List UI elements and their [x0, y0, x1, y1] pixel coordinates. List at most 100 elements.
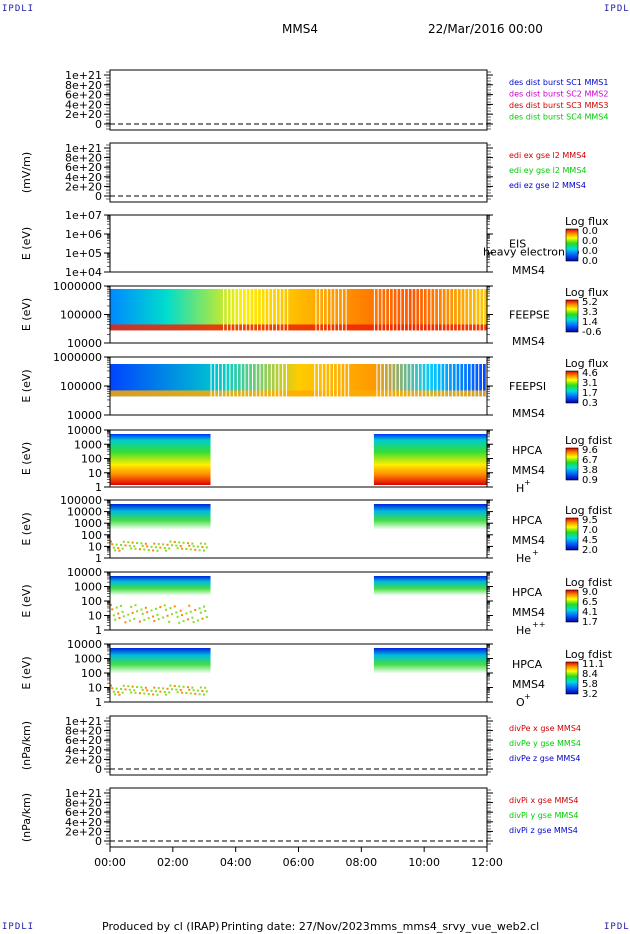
- data-speckle: [115, 543, 118, 546]
- y-tick-label: 10: [88, 540, 102, 553]
- data-speckle: [169, 540, 172, 543]
- data-speckle: [120, 604, 123, 607]
- data-speckle: [186, 542, 189, 545]
- data-speckle: [188, 604, 191, 607]
- data-speckle: [176, 615, 179, 618]
- data-gap: [272, 286, 274, 343]
- data-gap: [245, 286, 247, 343]
- data-gap: [387, 357, 389, 415]
- data-speckle: [198, 549, 201, 552]
- data-speckle: [112, 614, 115, 617]
- data-speckle: [169, 684, 172, 687]
- data-speckle: [156, 693, 159, 696]
- data-gap: [406, 357, 408, 415]
- colorbar-tick-label: 5.2: [582, 297, 598, 308]
- y-tick-label: 10: [88, 682, 102, 695]
- x-axis: 00:00 02:00 04:00 06:00 08:00 10:00 12:00: [94, 847, 503, 869]
- data-gap: [330, 286, 332, 343]
- y-tick-label: 100000: [60, 309, 102, 322]
- y-tick-label: 8e+20: [65, 797, 102, 810]
- data-speckle: [182, 620, 185, 623]
- data-gap: [321, 357, 323, 415]
- data-gap: [485, 357, 487, 415]
- data-speckle: [189, 692, 192, 695]
- data-speckle: [192, 689, 195, 692]
- y-tick-label: 10000: [67, 638, 102, 651]
- data-speckle: [136, 610, 139, 613]
- y-tick-label: 0: [95, 763, 102, 776]
- data-speckle: [134, 547, 137, 550]
- data-speckle: [118, 617, 121, 619]
- y-axis-label: E (eV): [20, 584, 33, 617]
- colorbar-tick-label: 4.6: [582, 368, 598, 379]
- data-speckle: [159, 546, 162, 549]
- colorbar-tick-label: 1.7: [582, 617, 598, 628]
- data-gap: [326, 286, 328, 343]
- y-tick-label: 1e+21: [65, 715, 102, 728]
- data-gap: [434, 286, 436, 343]
- data-gap: [459, 357, 461, 415]
- colorbar-tick-label: 4.1: [582, 607, 598, 618]
- y-axis-label: E (eV): [20, 298, 33, 331]
- data-gap: [444, 357, 446, 415]
- data-gap: [334, 286, 336, 343]
- y-tick-label: 1e+05: [65, 247, 102, 260]
- colorbar-tick-label: 11.1: [582, 659, 604, 670]
- data-speckle: [127, 613, 130, 616]
- x-tick-label: 10:00: [408, 856, 440, 869]
- legend-entry: edi ez gse l2 MMS4: [509, 181, 586, 190]
- data-speckle: [162, 687, 165, 690]
- data-gap: [285, 357, 287, 415]
- data-speckle: [124, 688, 127, 691]
- data-speckle: [141, 545, 144, 547]
- data-speckle: [186, 686, 189, 689]
- data-speckle: [128, 619, 131, 622]
- data-speckle: [138, 548, 141, 551]
- data-speckle: [191, 616, 194, 619]
- data-speckle: [128, 544, 131, 547]
- y-tick-label: 4e+20: [65, 744, 102, 757]
- y-axis-label: E (eV): [20, 656, 33, 689]
- colorbar-title: Log fdist: [565, 648, 613, 661]
- y-tick-label: 1000000: [53, 351, 102, 364]
- data-speckle: [202, 605, 205, 608]
- data-speckle: [122, 615, 125, 618]
- data-speckle: [121, 691, 124, 694]
- y-tick-label: 10: [88, 610, 102, 623]
- spacecraft-label: MMS4: [512, 264, 545, 277]
- data-speckle: [192, 621, 195, 624]
- data-gap: [279, 286, 281, 343]
- data-gap: [221, 357, 223, 415]
- data-speckle: [157, 687, 160, 689]
- data-gap: [260, 286, 262, 343]
- data-gap: [255, 357, 257, 415]
- data-speckle: [121, 610, 124, 613]
- data-gap: [319, 286, 321, 343]
- data-gap: [323, 286, 325, 343]
- data-speckle: [152, 615, 155, 618]
- y-axis-label: E (eV): [20, 227, 33, 260]
- data-gap: [417, 357, 419, 415]
- data-gap: [278, 357, 280, 415]
- y-tick-label: 10000: [67, 424, 102, 437]
- data-speckle: [170, 688, 173, 691]
- data-speckle: [157, 543, 160, 545]
- data-speckle: [182, 541, 185, 544]
- legend-entry: divPe x gse MMS4: [509, 724, 581, 733]
- colorbar-tick-label: 0.0: [582, 226, 598, 237]
- data-speckle: [194, 609, 197, 611]
- colorbar-tick-label: 3.2: [582, 689, 598, 700]
- data-speckle: [166, 543, 169, 546]
- data-speckle: [111, 543, 114, 546]
- data-speckle: [201, 690, 204, 692]
- data-gap: [410, 357, 412, 415]
- data-gap: [391, 357, 393, 415]
- data-speckle: [152, 549, 155, 552]
- data-gap: [341, 286, 343, 343]
- data-gap: [396, 286, 398, 343]
- panel-3: 1e+07 1e+06 1e+05 1e+04 EIS MMS4 heavy electro…: [20, 209, 609, 279]
- data-speckle: [150, 609, 153, 612]
- y-axis-label: E (eV): [20, 512, 33, 545]
- y-tick-label: 100: [81, 595, 102, 608]
